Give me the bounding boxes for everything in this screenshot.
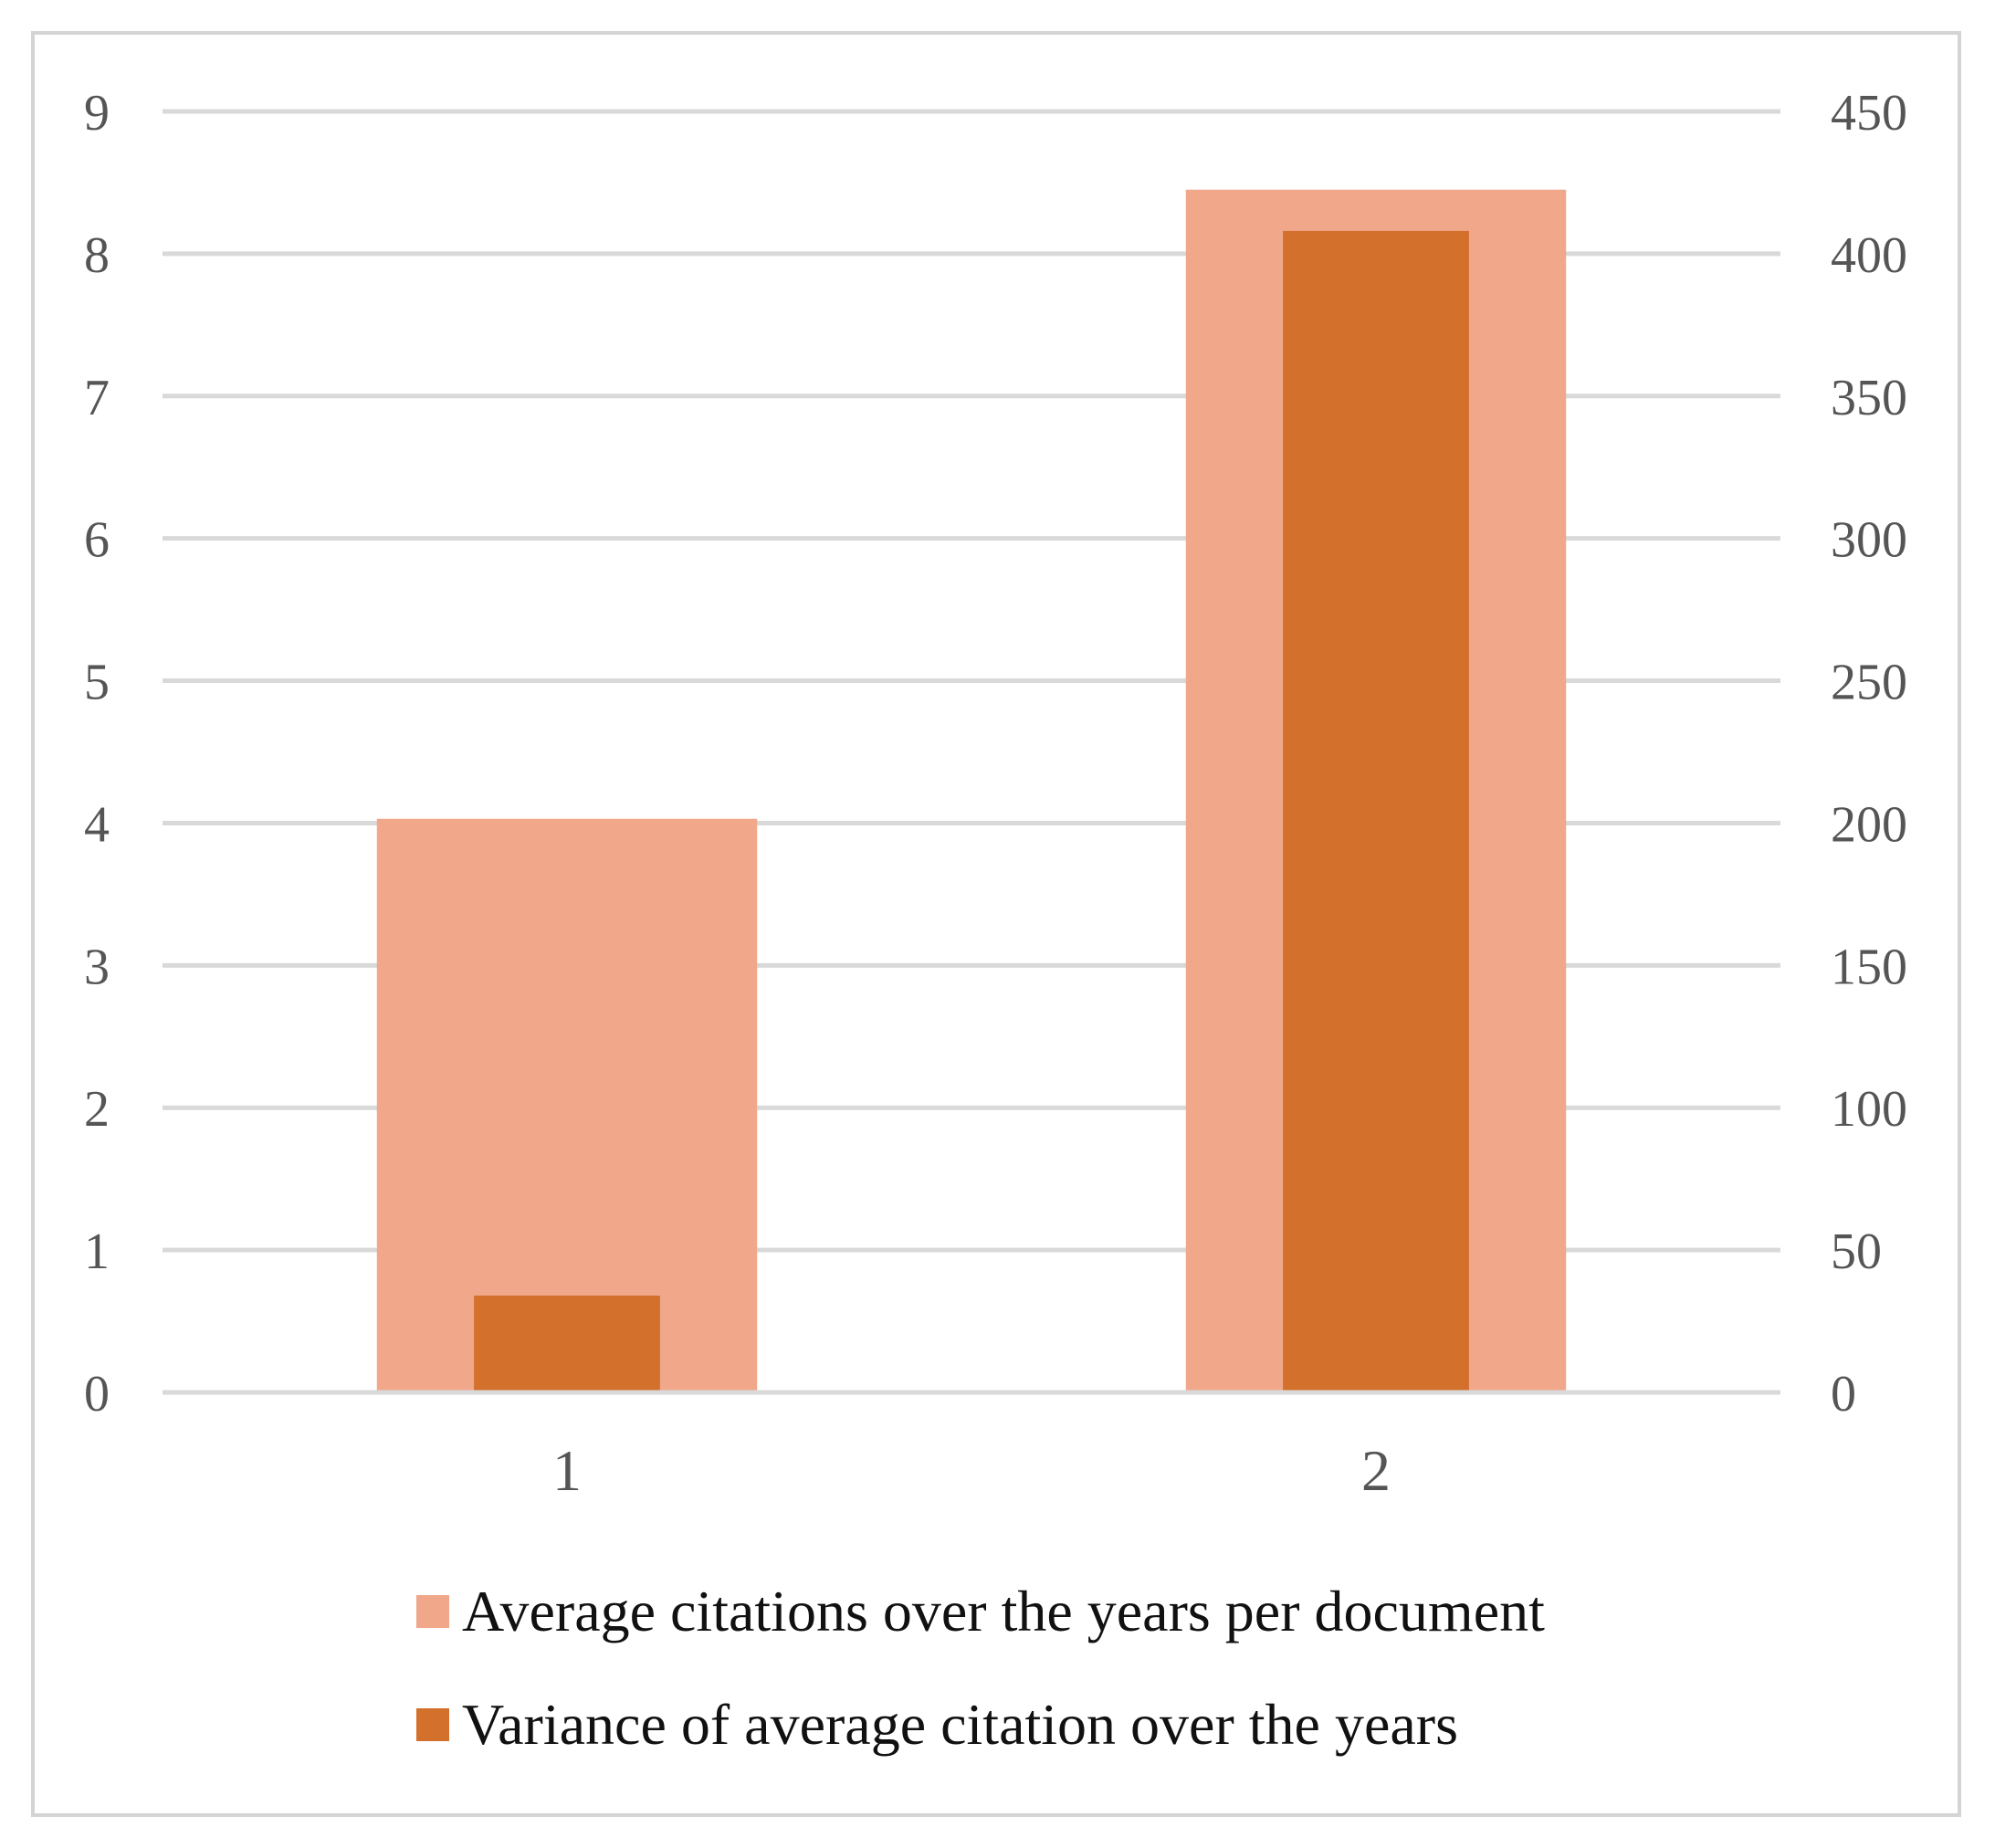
x-axis-tick-label: 2 — [1361, 1438, 1391, 1503]
legend-swatch — [416, 1708, 449, 1741]
chart-frame — [31, 31, 1961, 1817]
left-axis-tick-label: 6 — [84, 512, 110, 569]
bar-variance — [474, 1295, 660, 1392]
left-axis-tick-label: 3 — [84, 939, 110, 995]
left-axis-tick-label: 7 — [84, 370, 110, 426]
bar-variance — [1283, 230, 1469, 1393]
left-axis-tick-label: 1 — [84, 1223, 110, 1280]
right-axis-tick-label: 250 — [1831, 655, 1907, 711]
right-axis-ticks: 0 50 100 150 200 250 300 350 400 450 — [1831, 85, 1907, 1423]
right-axis-tick-label: 100 — [1831, 1081, 1907, 1138]
right-axis-tick-label: 0 — [1831, 1366, 1856, 1423]
legend-label: Average citations over the years per doc… — [462, 1579, 1545, 1643]
right-axis-tick-label: 150 — [1831, 939, 1907, 995]
left-axis-ticks: 0 1 2 3 4 5 6 7 8 9 — [84, 85, 110, 1423]
legend: Average citations over the years per doc… — [416, 1579, 1545, 1757]
left-axis-tick-label: 5 — [84, 655, 110, 711]
right-axis-tick-label: 350 — [1831, 370, 1907, 426]
left-axis-tick-label: 9 — [84, 85, 110, 142]
left-axis-tick-label: 4 — [84, 796, 110, 853]
x-axis-tick-label: 1 — [552, 1438, 582, 1503]
right-axis-tick-label: 450 — [1831, 85, 1907, 142]
legend-swatch — [416, 1595, 449, 1628]
legend-label: Variance of average citation over the ye… — [462, 1692, 1458, 1757]
left-axis-tick-label: 0 — [84, 1366, 110, 1423]
right-axis-tick-label: 200 — [1831, 796, 1907, 853]
right-axis-tick-label: 50 — [1831, 1223, 1882, 1280]
left-axis-tick-label: 8 — [84, 227, 110, 284]
left-axis-tick-label: 2 — [84, 1081, 110, 1138]
bars — [163, 189, 1780, 1395]
right-axis-tick-label: 400 — [1831, 227, 1907, 284]
right-axis-tick-label: 300 — [1831, 512, 1907, 569]
